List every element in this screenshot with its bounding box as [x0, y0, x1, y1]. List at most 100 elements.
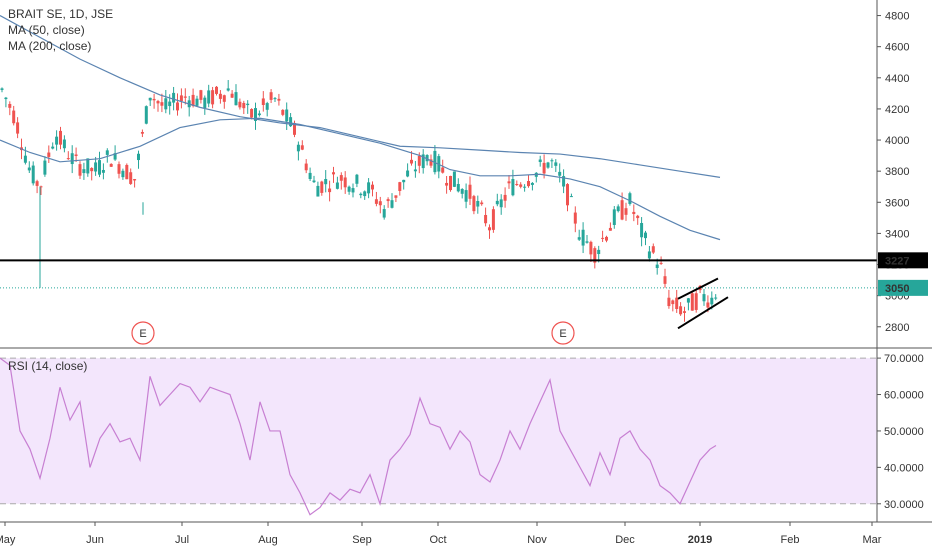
candle-body	[250, 109, 254, 118]
candle-body	[218, 93, 222, 99]
candle-body	[31, 165, 35, 184]
ma200-legend: MA (200, close)	[8, 39, 92, 53]
candle-body	[246, 103, 250, 106]
candle-body	[620, 200, 624, 220]
candle-body	[593, 248, 597, 263]
candle-body	[585, 241, 589, 243]
candle-body	[511, 179, 515, 196]
candle-body	[199, 90, 203, 100]
candle-body	[659, 262, 663, 264]
candle-body	[168, 101, 172, 107]
candle-body	[562, 176, 566, 187]
rsi-pane	[0, 357, 877, 516]
candle-body	[144, 106, 148, 124]
candle-body	[101, 169, 105, 173]
candle-body	[612, 209, 616, 225]
candle-body	[265, 103, 269, 110]
candle-body	[82, 169, 86, 174]
candle-body	[226, 88, 230, 91]
candle-body	[121, 170, 125, 178]
candle-body	[554, 162, 558, 166]
earnings-marker	[551, 321, 575, 345]
earnings-marker	[131, 321, 155, 345]
candle-body	[183, 96, 187, 98]
candle-body	[289, 117, 293, 127]
candle-body	[293, 122, 296, 135]
candle-body	[261, 98, 265, 106]
candle-body	[468, 184, 472, 199]
symbol-title: BRAIT SE, 1D, JSE	[8, 7, 114, 21]
candle-body	[176, 102, 179, 111]
candle-body	[683, 311, 686, 313]
rsi-tick-label: 70.0000	[884, 353, 924, 365]
candle-body	[445, 182, 449, 186]
candle-body	[589, 241, 593, 255]
candle-body	[335, 182, 339, 189]
candle-body	[300, 145, 304, 150]
rsi-tick-label: 50.0000	[884, 426, 924, 438]
candle-body	[433, 150, 437, 173]
candle-body	[367, 182, 371, 194]
candle-body	[538, 159, 542, 163]
candle-body	[671, 300, 675, 305]
rsi-band	[0, 358, 877, 504]
price-tick-label: 4200	[885, 104, 909, 116]
candle-body	[421, 154, 425, 169]
candle-body	[464, 190, 468, 202]
candle-body	[441, 167, 445, 173]
candle-body	[156, 101, 160, 104]
rsi-tick-label: 40.0000	[884, 462, 924, 474]
price-axis[interactable]: 2800300032003400360038004000420044004600…	[876, 0, 928, 522]
time-tick-label: Oct	[429, 534, 446, 546]
candle-body	[215, 86, 218, 94]
candle-body	[109, 163, 113, 167]
candle-body	[410, 159, 413, 164]
candle-body	[581, 229, 585, 246]
rsi-title: RSI (14, close)	[8, 359, 88, 373]
candle-body	[616, 206, 620, 212]
candle-body	[4, 97, 8, 100]
candle-body	[133, 179, 137, 181]
candle-body	[339, 175, 343, 181]
candle-body	[624, 208, 628, 215]
ma50-legend: MA (50, close)	[8, 23, 85, 37]
candle-body	[655, 264, 659, 269]
candle-body	[332, 172, 335, 175]
candle-body	[456, 183, 460, 192]
candle-body	[211, 90, 215, 105]
candle-body	[125, 164, 129, 180]
candle-body	[285, 109, 289, 122]
candle-body	[160, 102, 164, 106]
earnings-marker-label: E	[559, 328, 566, 340]
candle-body	[667, 297, 671, 307]
candle-body	[484, 214, 488, 224]
candle-body	[632, 211, 636, 215]
last-price-label: 3050	[885, 283, 909, 295]
rsi-axis[interactable]: 30.0000 40.0000 50.0000 60.0000 70.0000	[877, 353, 924, 511]
candle-body	[647, 251, 651, 259]
candle-body	[425, 155, 429, 162]
rsi-legend: RSI (14, close)	[8, 358, 87, 374]
price-tick-label: 3400	[885, 228, 909, 240]
candle-body	[679, 306, 683, 315]
candle-body	[242, 102, 246, 109]
rsi-line	[0, 357, 717, 516]
candle-body	[328, 188, 332, 193]
candle-body	[690, 293, 694, 311]
candle-body	[113, 153, 117, 160]
rsi-tick-label: 60.0000	[884, 390, 924, 402]
candle-body	[12, 110, 16, 124]
candle-body	[605, 236, 608, 241]
candle-body	[359, 193, 363, 196]
candle-body	[8, 103, 12, 108]
candle-body	[519, 184, 523, 187]
price-tick-label: 3600	[885, 197, 909, 209]
candle-body	[148, 97, 152, 101]
candle-body	[573, 212, 577, 224]
time-tick-label: Sep	[352, 534, 372, 546]
candle-body	[406, 170, 410, 177]
candle-body	[429, 159, 433, 166]
time-axis[interactable]: May Jun Jul Aug Sep Oct Nov Dec 2019 Feb Mar	[0, 521, 932, 546]
candle-body	[355, 174, 359, 184]
